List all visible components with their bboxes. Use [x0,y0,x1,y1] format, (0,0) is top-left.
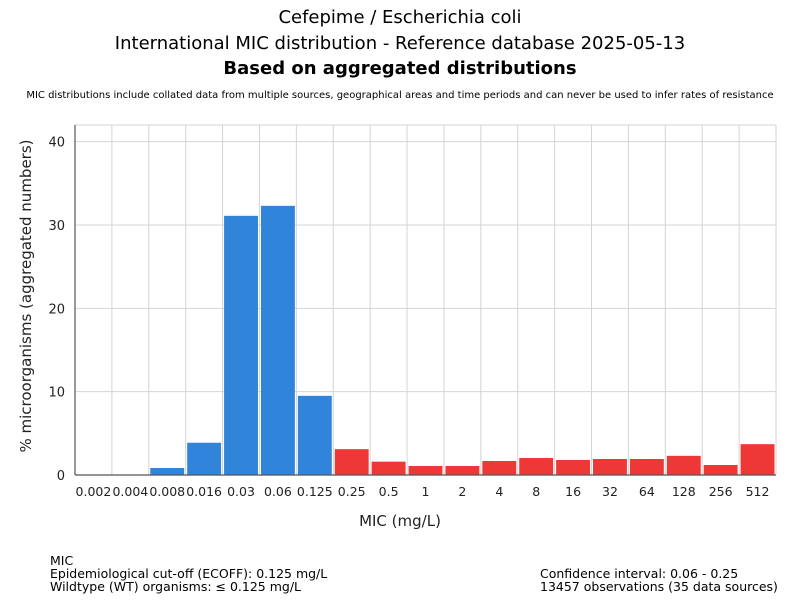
x-tick-label: 0.06 [264,484,292,499]
bar-64 [629,459,664,475]
chart-subtitle-bold: Based on aggregated distributions [223,58,577,79]
x-tick-label: 16 [565,484,581,499]
bar-512 [740,444,775,475]
footer-observations: 13457 observations (35 data sources) [540,579,778,594]
bar-0.03 [224,215,258,476]
x-tick-label: 0.03 [227,484,255,499]
x-tick-label: 1 [422,484,430,499]
x-tick-label: 2 [458,484,466,499]
x-axis-label: MIC (mg/L) [359,512,441,530]
x-tick-label: 0.016 [186,484,222,499]
x-tick-label: 32 [602,484,618,499]
x-tick-label: 256 [709,484,733,499]
x-tick-label: 64 [639,484,655,499]
y-tick-label: 20 [48,302,65,317]
x-tick-label: 0.125 [297,484,333,499]
x-tick-label: 4 [495,484,503,499]
footer-right: Confidence interval: 0.06 - 0.25 13457 o… [540,567,778,593]
x-tick-label: 0.008 [149,484,185,499]
y-tick-label: 0 [57,469,65,484]
x-tick-label: 128 [672,484,696,499]
footer-confidence: Confidence interval: 0.06 - 0.25 [540,566,739,581]
x-tick-label: 0.25 [338,484,366,499]
y-tick-label: 30 [48,219,65,234]
bar-0.06 [260,205,295,476]
y-tick-label: 10 [48,386,65,401]
bar-0.008 [150,468,185,475]
footer-ecoff: Epidemiological cut-off (ECOFF): 0.125 m… [50,566,328,581]
y-axis-label: % microorganisms (aggregated numbers) [17,139,35,452]
chart-title: Cefepime / Escherichia coli [278,7,522,28]
bar-32 [593,459,627,475]
bar-2 [445,466,480,475]
bar-128 [666,455,701,475]
bar-16 [556,460,591,475]
bar-0.25 [334,449,369,475]
bar-0.016 [187,442,222,475]
x-tick-label: 512 [746,484,770,499]
bar-1 [408,466,443,475]
footer-mic: MIC [50,553,74,568]
x-tick-label: 0.002 [76,484,112,499]
footer-left: MIC Epidemiological cut-off (ECOFF): 0.1… [50,554,327,593]
x-tick-label: 0.5 [379,484,399,499]
x-tick-label: 0.004 [112,484,148,499]
bar-4 [482,461,517,475]
x-tick-label: 8 [532,484,540,499]
bar-0.5 [371,461,406,475]
bar-8 [519,458,554,475]
chart-note: MIC distributions include collated data … [26,90,774,101]
bar-0.125 [297,395,332,475]
chart-subtitle: International MIC distribution - Referen… [114,33,686,54]
y-tick-label: 40 [48,136,65,151]
footer-wildtype: Wildtype (WT) organisms: ≤ 0.125 mg/L [50,579,302,594]
bar-256 [703,465,738,475]
